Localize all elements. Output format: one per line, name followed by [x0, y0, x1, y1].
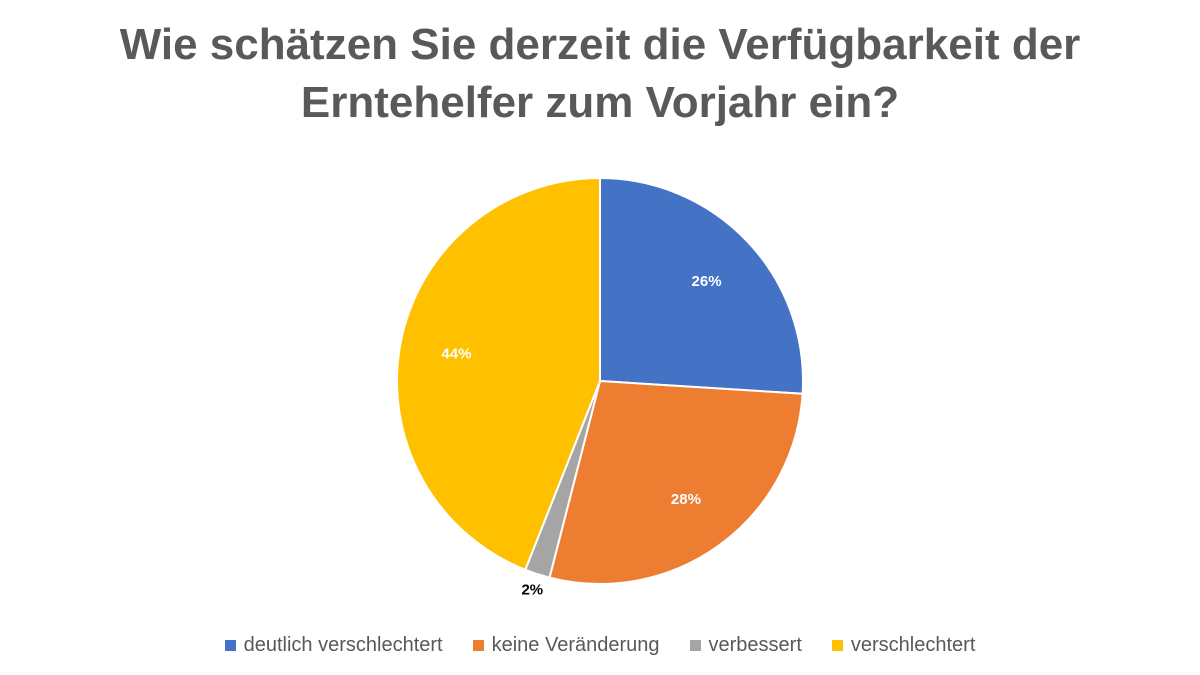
legend-swatch [472, 640, 484, 651]
legend-item-deutlich-verschlechtert[interactable]: deutlich verschlechtert [224, 634, 443, 657]
pie-slice-verschlechtert[interactable] [396, 176, 601, 572]
legend-label: keine Veränderung [491, 634, 660, 656]
chart-title: Wie schätzen Sie derzeit die Verfügbarke… [0, 16, 1200, 132]
legend-item-verbessert[interactable]: verbessert [689, 634, 802, 657]
legend-swatch [831, 640, 843, 651]
legend-swatch [224, 640, 236, 651]
legend: deutlich verschlechtert keine Veränderun… [0, 634, 1200, 657]
legend-swatch [689, 640, 701, 651]
legend-label: verschlechtert [850, 634, 976, 656]
data-label-verschlechtert: 44% [441, 346, 471, 363]
legend-item-keine-veraenderung[interactable]: keine Veränderung [472, 634, 660, 657]
legend-label: deutlich verschlechtert [243, 634, 443, 656]
pie-slice-deutlich-verschlechtert[interactable] [599, 176, 804, 395]
chart-title-line-2: Erntehelfer zum Vorjahr ein? [300, 78, 900, 127]
pie-slice-keine-veraenderung[interactable] [548, 379, 804, 585]
legend-label: verbessert [708, 634, 802, 656]
data-label-verbessert: 2% [521, 581, 543, 598]
data-label-keine-veraenderung: 28% [671, 491, 701, 508]
data-label-deutlich-verschlechtert: 26% [692, 273, 722, 290]
chart-title-line-1: Wie schätzen Sie derzeit die Verfügbarke… [119, 20, 1081, 69]
legend-item-verschlechtert[interactable]: verschlechtert [831, 634, 976, 657]
